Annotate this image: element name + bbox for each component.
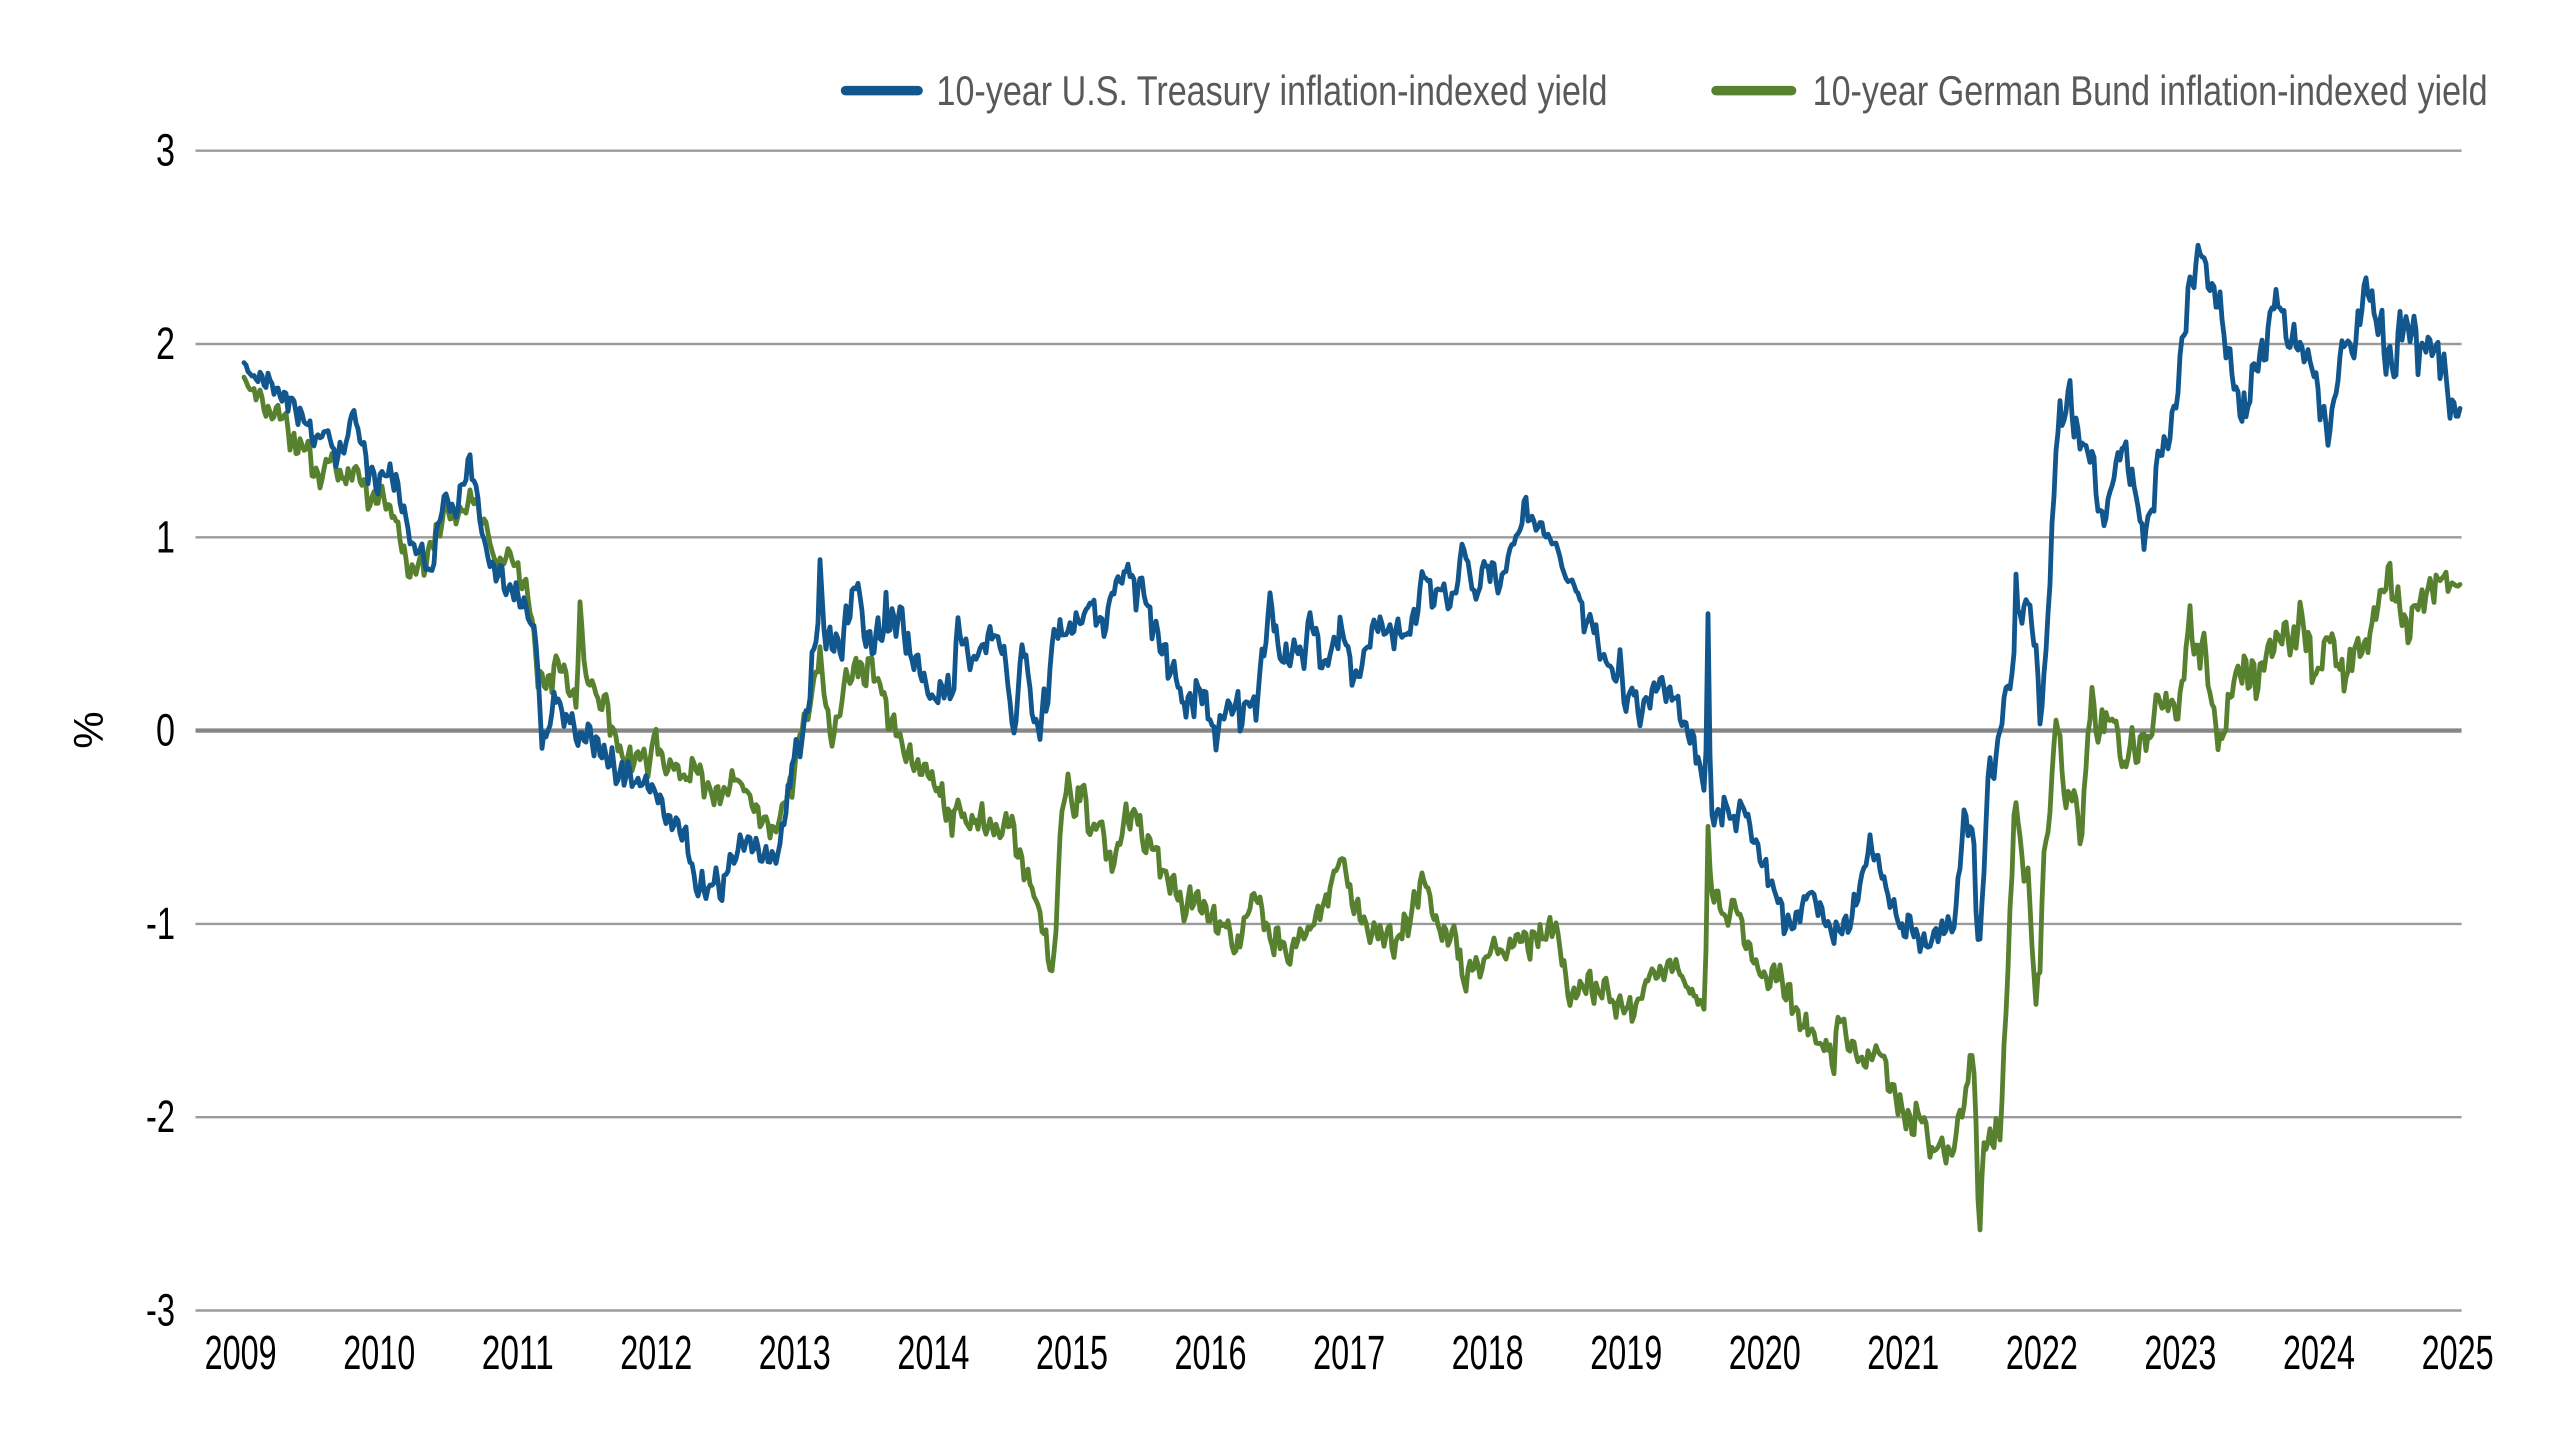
svg-text:2023: 2023 (2144, 1327, 2216, 1380)
svg-text:2021: 2021 (1867, 1327, 1939, 1380)
svg-text:2020: 2020 (1729, 1327, 1801, 1380)
svg-text:3: 3 (156, 125, 175, 176)
svg-text:-3: -3 (146, 1285, 175, 1336)
svg-text:1: 1 (156, 511, 175, 562)
svg-text:2025: 2025 (2422, 1327, 2494, 1380)
svg-text:2016: 2016 (1175, 1327, 1247, 1380)
svg-text:10-year U.S. Treasury inflatio: 10-year U.S. Treasury inflation-indexed … (937, 67, 1608, 114)
svg-text:2012: 2012 (620, 1327, 692, 1380)
svg-text:2015: 2015 (1036, 1327, 1108, 1380)
svg-text:2009: 2009 (205, 1327, 277, 1380)
svg-text:-2: -2 (146, 1091, 175, 1142)
svg-text:2022: 2022 (2006, 1327, 2078, 1380)
svg-text:10-year German Bund inflation-: 10-year German Bund inflation-indexed yi… (1813, 67, 2488, 114)
svg-text:2014: 2014 (897, 1327, 969, 1380)
svg-text:%: % (65, 711, 112, 748)
svg-text:2011: 2011 (482, 1327, 554, 1380)
svg-text:2018: 2018 (1452, 1327, 1524, 1380)
svg-text:0: 0 (156, 705, 175, 756)
svg-text:2010: 2010 (343, 1327, 415, 1380)
svg-text:2: 2 (156, 318, 175, 369)
svg-text:2024: 2024 (2283, 1327, 2355, 1380)
svg-text:2013: 2013 (759, 1327, 831, 1380)
svg-text:2019: 2019 (1590, 1327, 1662, 1380)
svg-text:-1: -1 (146, 898, 175, 949)
svg-text:2017: 2017 (1313, 1327, 1385, 1380)
